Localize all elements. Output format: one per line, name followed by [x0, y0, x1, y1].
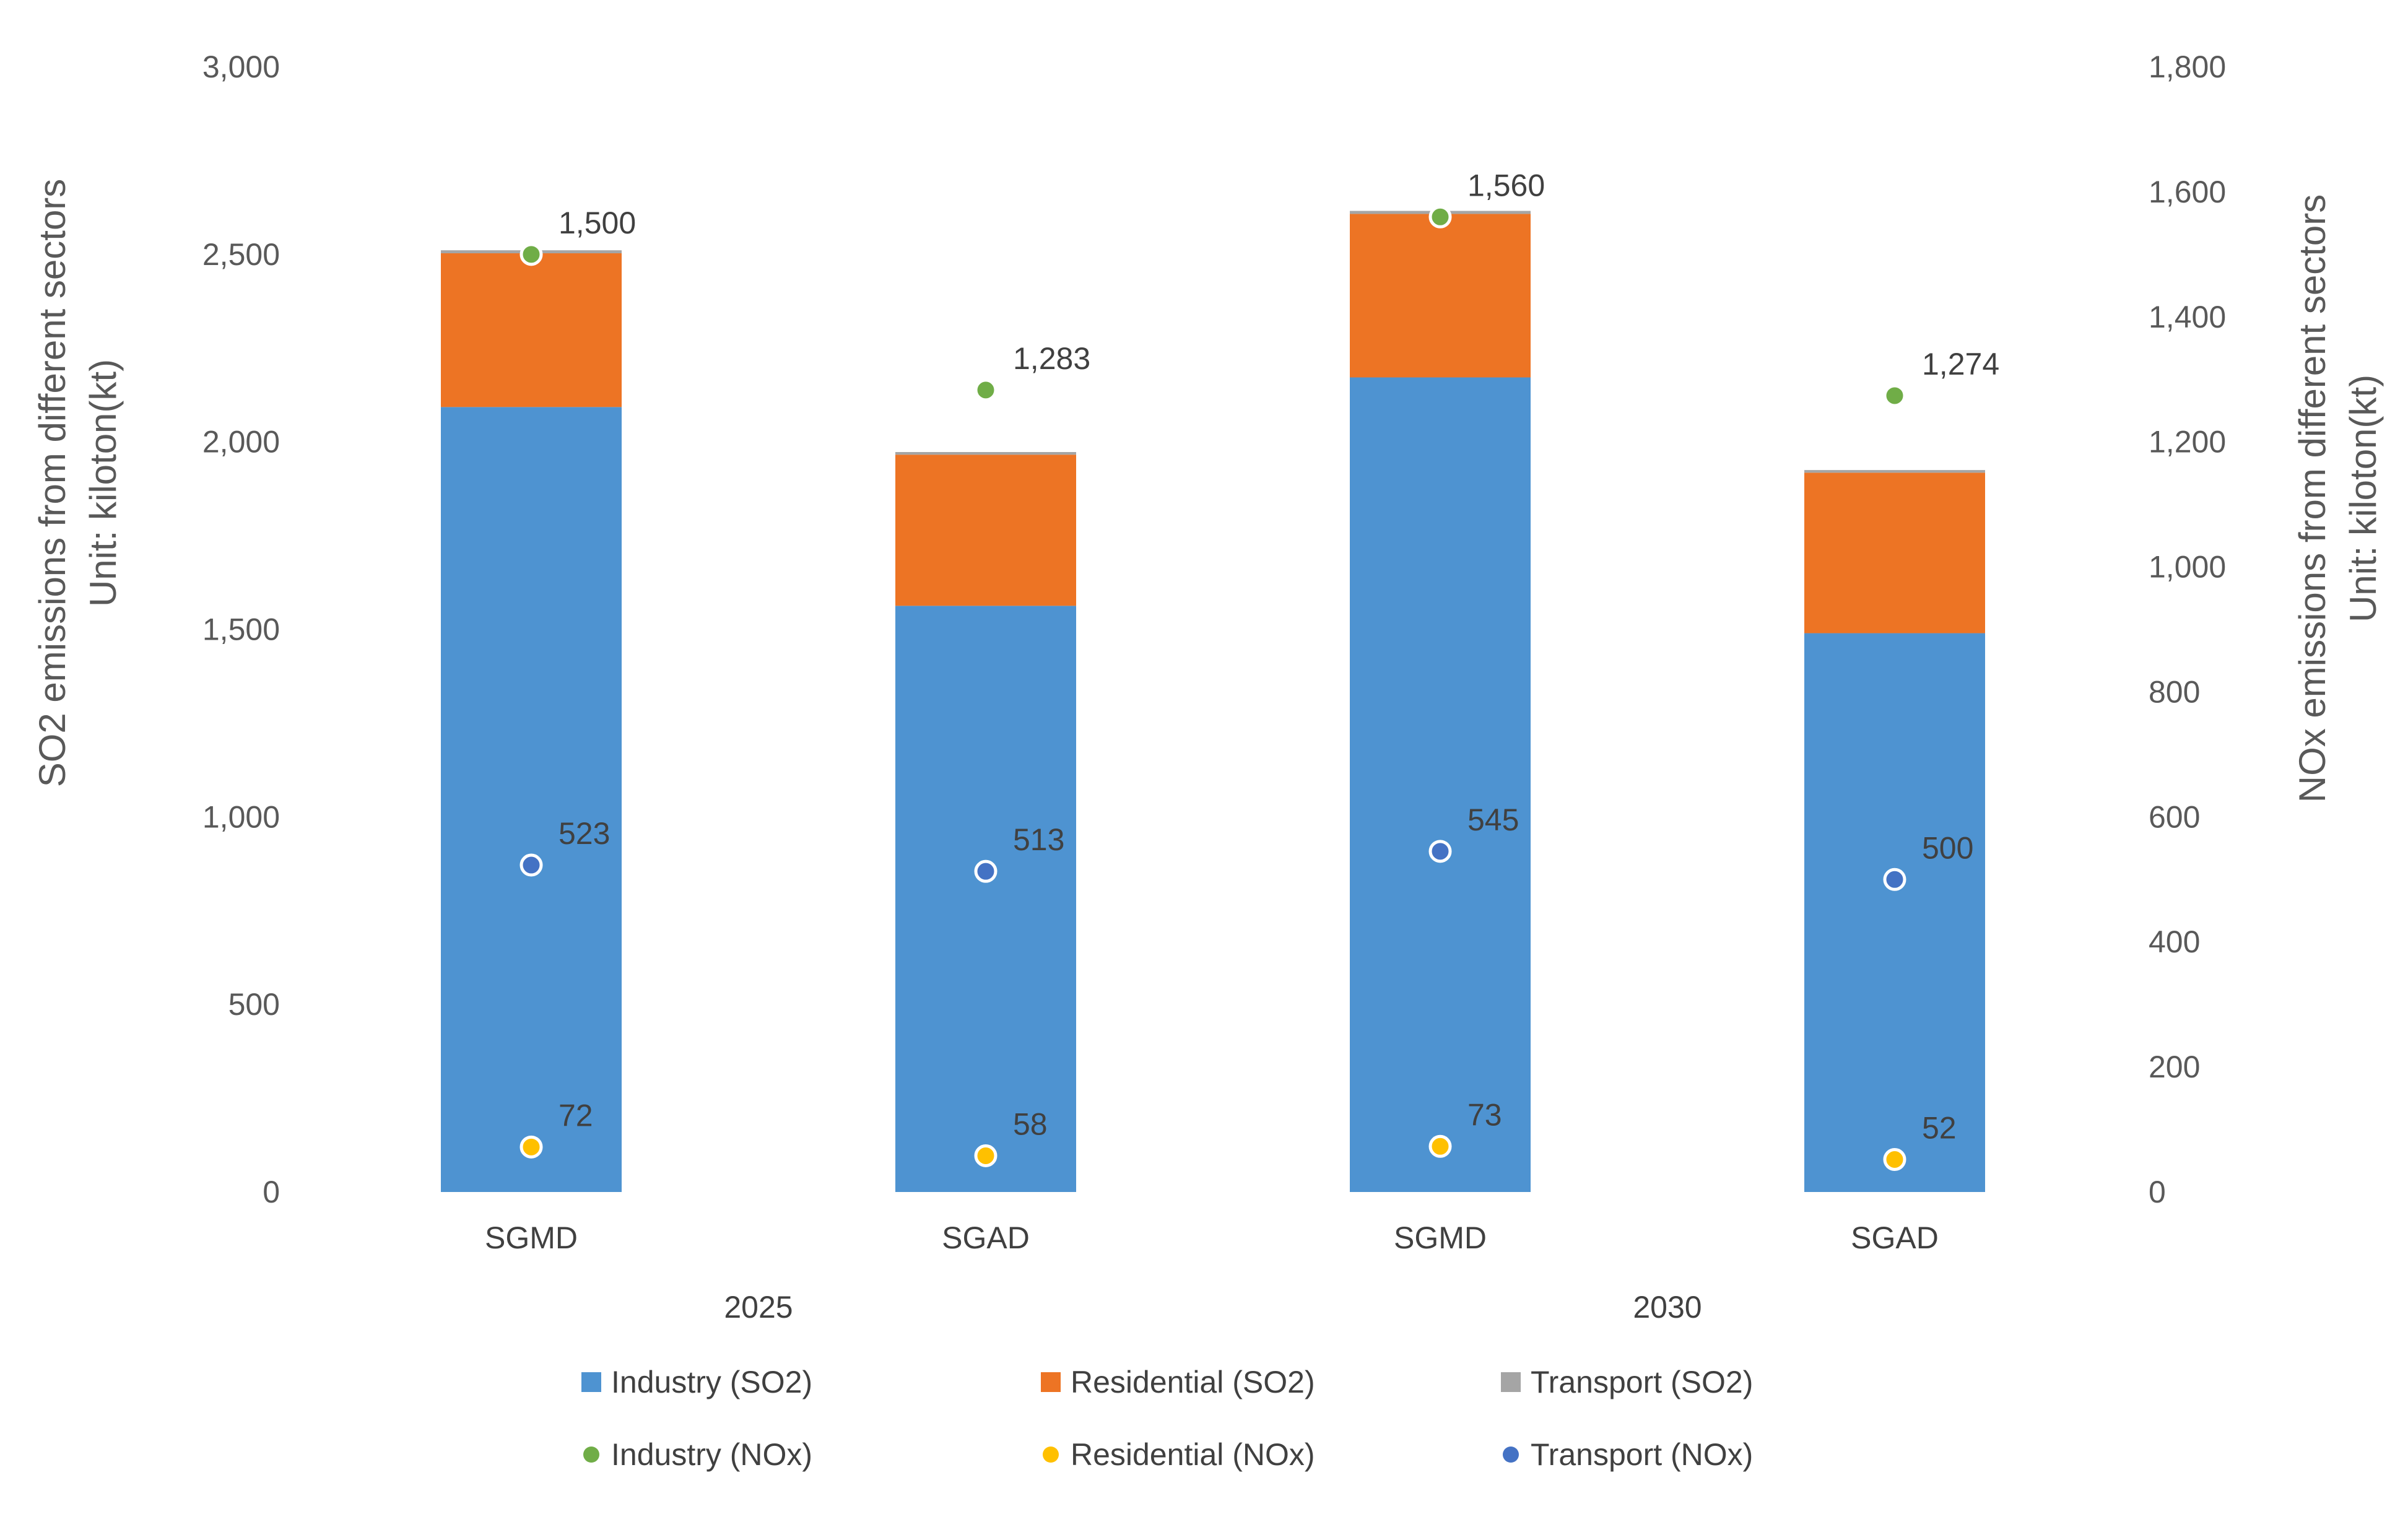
data-label-residential-nox-1: 58: [1013, 1107, 1048, 1141]
bar-residential-so2-3: [1804, 472, 1985, 633]
point-residential-nox-1: [974, 1144, 998, 1167]
point-transport-nox-3: [1883, 868, 1906, 891]
legend-item-residential-nox: Residential (NOx): [1043, 1437, 1315, 1472]
y-left-tick-label: 500: [228, 987, 280, 1022]
x-category-label-2: SGMD: [1394, 1220, 1487, 1255]
bar-residential-so2-2: [1350, 214, 1531, 378]
legend-label-transport-nox: Transport (NOx): [1531, 1437, 1753, 1472]
y-right-tick-label: 200: [2149, 1050, 2200, 1084]
y-left-tick-label: 1,500: [202, 612, 280, 647]
legend-item-industry-nox: Industry (NOx): [583, 1437, 812, 1472]
point-industry-nox-1: [974, 378, 998, 402]
y-right-tick-label: 1,800: [2149, 50, 2226, 84]
y-right-tick-label: 800: [2149, 674, 2200, 709]
point-layer: [519, 205, 1906, 1172]
legend-swatch-residential-nox: [1043, 1447, 1059, 1463]
legend-swatch-industry-nox: [583, 1447, 599, 1463]
y-left-tick-label: 1,000: [202, 799, 280, 834]
data-label-transport-nox-3: 500: [1922, 830, 1973, 865]
x-category-label-0: SGMD: [485, 1220, 578, 1255]
legend-item-industry-so2: Industry (SO2): [581, 1365, 812, 1399]
legend-swatch-residential-so2: [1041, 1372, 1061, 1392]
y-right-tick-label: 600: [2149, 799, 2200, 834]
y-right-tick-label: 0: [2149, 1175, 2166, 1209]
y-right-axis-title-line1: NOx emissions from different sectors: [2292, 194, 2333, 803]
legend-label-industry-so2: Industry (SO2): [611, 1365, 812, 1399]
bar-industry-so2-2: [1350, 377, 1531, 1193]
y-right-axis-title-line2: Unit: kiloton(kt): [2342, 375, 2384, 622]
legend-label-residential-nox: Residential (NOx): [1071, 1437, 1315, 1472]
data-label-transport-nox-1: 513: [1013, 822, 1064, 857]
data-label-industry-nox-3: 1,274: [1922, 347, 1999, 381]
point-transport-nox-2: [1428, 840, 1452, 863]
data-label-industry-nox-0: 1,500: [559, 206, 636, 240]
y-left-tick-label: 2,500: [202, 237, 280, 272]
legend-label-transport-so2: Transport (SO2): [1531, 1365, 1753, 1399]
data-label-industry-nox-2: 1,560: [1467, 168, 1545, 202]
y-left-axis-title: SO2 emissions from different sectors Unit…: [32, 179, 124, 788]
point-industry-nox-0: [519, 243, 543, 266]
bar-transport-so2-1: [895, 452, 1076, 455]
y-right-tick-label: 400: [2149, 924, 2200, 959]
y-left-axis-title-line1: SO2 emissions from different sectors: [32, 179, 73, 788]
data-label-residential-nox-3: 52: [1922, 1111, 1957, 1146]
axes-layer: 0 500 1,000 1,500 2,000 2,500 3,000 0 200 400 600 8…: [32, 50, 2384, 1325]
bar-industry-so2-0: [441, 407, 622, 1193]
y-left-tick-label: 3,000: [202, 50, 280, 84]
point-industry-nox-3: [1883, 384, 1906, 407]
point-residential-nox-0: [519, 1135, 543, 1159]
point-industry-nox-2: [1428, 205, 1452, 228]
y-left-tick-label: 2,000: [202, 425, 280, 459]
legend: Industry (SO2) Residential (SO2) Transport…: [581, 1365, 1753, 1472]
bar-industry-so2-1: [895, 606, 1076, 1192]
legend-swatch-transport-nox: [1503, 1447, 1519, 1463]
y-right-tick-label: 1,600: [2149, 175, 2226, 209]
data-label-residential-nox-0: 72: [559, 1098, 593, 1133]
bar-layer: [441, 211, 1985, 1193]
y-right-axis-title: NOx emissions from different sectors Unit…: [2292, 194, 2384, 803]
y-left-axis-title-line2: Unit: kiloton(kt): [82, 359, 124, 607]
legend-item-residential-so2: Residential (SO2): [1041, 1365, 1315, 1399]
bar-transport-so2-3: [1804, 470, 1985, 473]
x-category-label-1: SGAD: [942, 1220, 1030, 1255]
y-right-tick-label: 1,200: [2149, 425, 2226, 459]
data-label-layer: 1,500 1,283 1,560 1,274 72 58 73 52 523 513 545 500: [559, 168, 1999, 1145]
bar-residential-so2-1: [895, 455, 1076, 606]
x-group-label-2030: 2030: [1633, 1290, 1702, 1325]
legend-item-transport-nox: Transport (NOx): [1503, 1437, 1753, 1472]
x-group-label-2025: 2025: [724, 1290, 793, 1325]
point-residential-nox-2: [1428, 1134, 1452, 1158]
point-transport-nox-0: [519, 853, 543, 877]
data-label-residential-nox-2: 73: [1467, 1097, 1502, 1132]
legend-swatch-industry-so2: [581, 1372, 601, 1392]
data-label-transport-nox-0: 523: [559, 816, 610, 851]
y-right-tick-label: 1,000: [2149, 550, 2226, 585]
bar-industry-so2-3: [1804, 633, 1985, 1192]
data-label-transport-nox-2: 545: [1467, 803, 1519, 837]
x-category-label-3: SGAD: [1851, 1220, 1939, 1255]
point-transport-nox-1: [974, 859, 998, 883]
bar-residential-so2-0: [441, 253, 622, 407]
legend-swatch-transport-so2: [1501, 1372, 1521, 1392]
legend-label-residential-so2: Residential (SO2): [1071, 1365, 1315, 1399]
legend-item-transport-so2: Transport (SO2): [1501, 1365, 1753, 1399]
legend-label-industry-nox: Industry (NOx): [611, 1437, 812, 1472]
point-residential-nox-3: [1883, 1148, 1906, 1172]
y-left-tick-label: 0: [263, 1175, 280, 1209]
data-label-industry-nox-1: 1,283: [1013, 341, 1090, 376]
y-right-tick-label: 1,400: [2149, 300, 2226, 334]
